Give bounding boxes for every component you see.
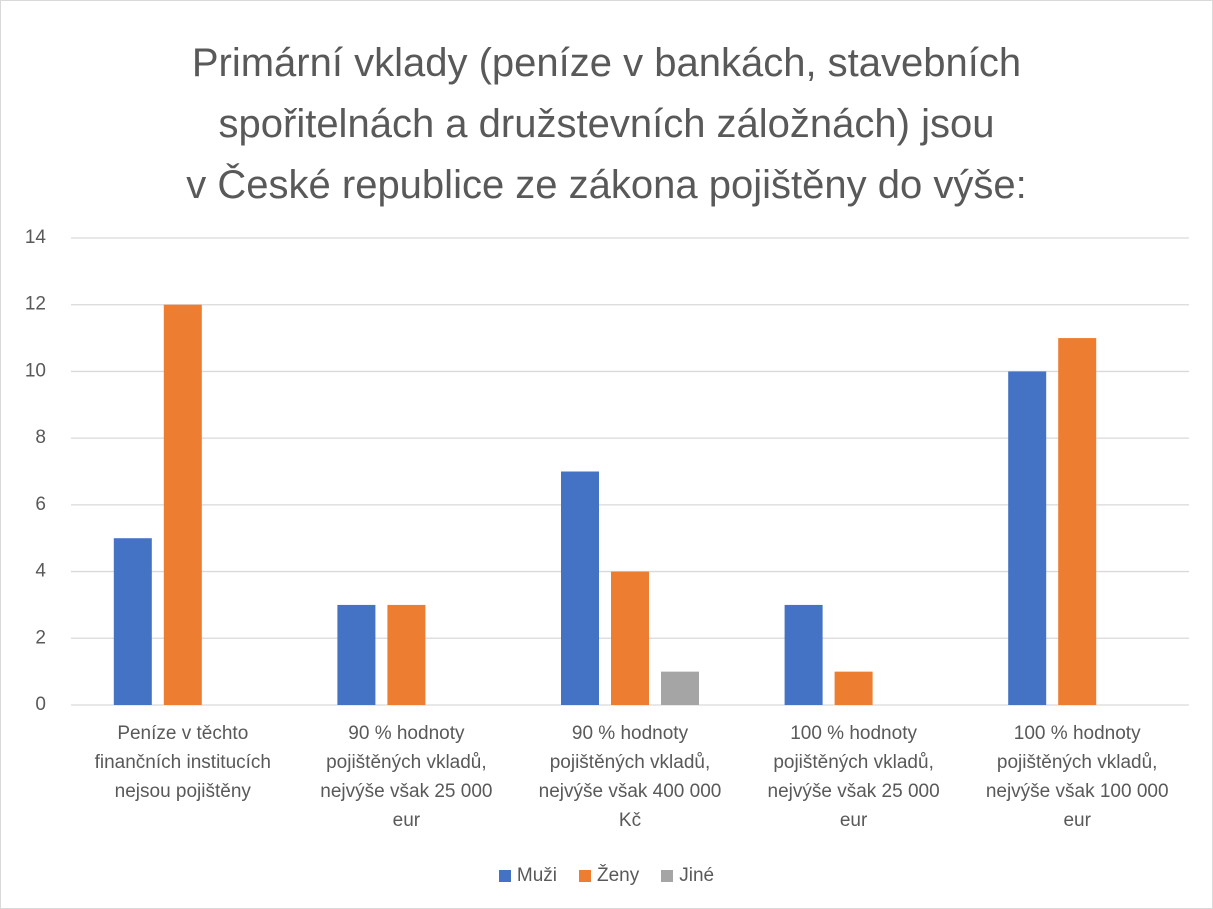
y-tick-label: 10: [25, 360, 46, 381]
y-tick-label: 8: [35, 427, 46, 448]
y-tick-label: 2: [35, 627, 46, 648]
bar: [387, 604, 426, 705]
bar: [834, 671, 873, 705]
bar: [1058, 338, 1097, 705]
y-tick-label: 12: [25, 294, 46, 315]
bar: [561, 471, 599, 705]
legend: Muži Ženy Jiné: [1, 865, 1212, 887]
bar: [661, 671, 699, 705]
bar: [784, 604, 823, 705]
bar: [163, 304, 202, 705]
x-tick-label: Peníze v těchto finančních institucích n…: [94, 723, 271, 802]
x-tick-label: 100 % hodnoty pojištěných vkladů, nejvýš…: [767, 723, 940, 831]
x-tick-label: 90 % hodnoty pojištěných vkladů, nejvýše…: [538, 723, 722, 831]
y-tick-label: 4: [35, 561, 46, 582]
bar: [1008, 371, 1047, 705]
legend-swatch: [579, 870, 591, 882]
y-tick-label: 0: [35, 694, 46, 715]
bar: [611, 571, 649, 705]
bar: [337, 604, 376, 705]
y-tick-label: 14: [25, 227, 47, 248]
chart-title: Primární vklady (peníze v bankách, stave…: [186, 41, 1027, 207]
x-tick-label: 90 % hodnoty pojištěných vkladů, nejvýše…: [320, 723, 493, 831]
x-tick-label: 100 % hodnoty pojištěných vkladů, nejvýš…: [985, 723, 1169, 831]
legend-item: Jiné: [661, 865, 714, 887]
legend-item: Ženy: [579, 865, 639, 887]
legend-label: Muži: [516, 865, 557, 886]
legend-label: Ženy: [597, 865, 640, 886]
legend-swatch: [661, 870, 674, 882]
bar: [113, 538, 152, 705]
legend-item: Muži: [498, 865, 557, 887]
legend-swatch: [498, 870, 511, 882]
legend-label: Jiné: [679, 865, 715, 886]
y-tick-label: 6: [35, 494, 46, 515]
